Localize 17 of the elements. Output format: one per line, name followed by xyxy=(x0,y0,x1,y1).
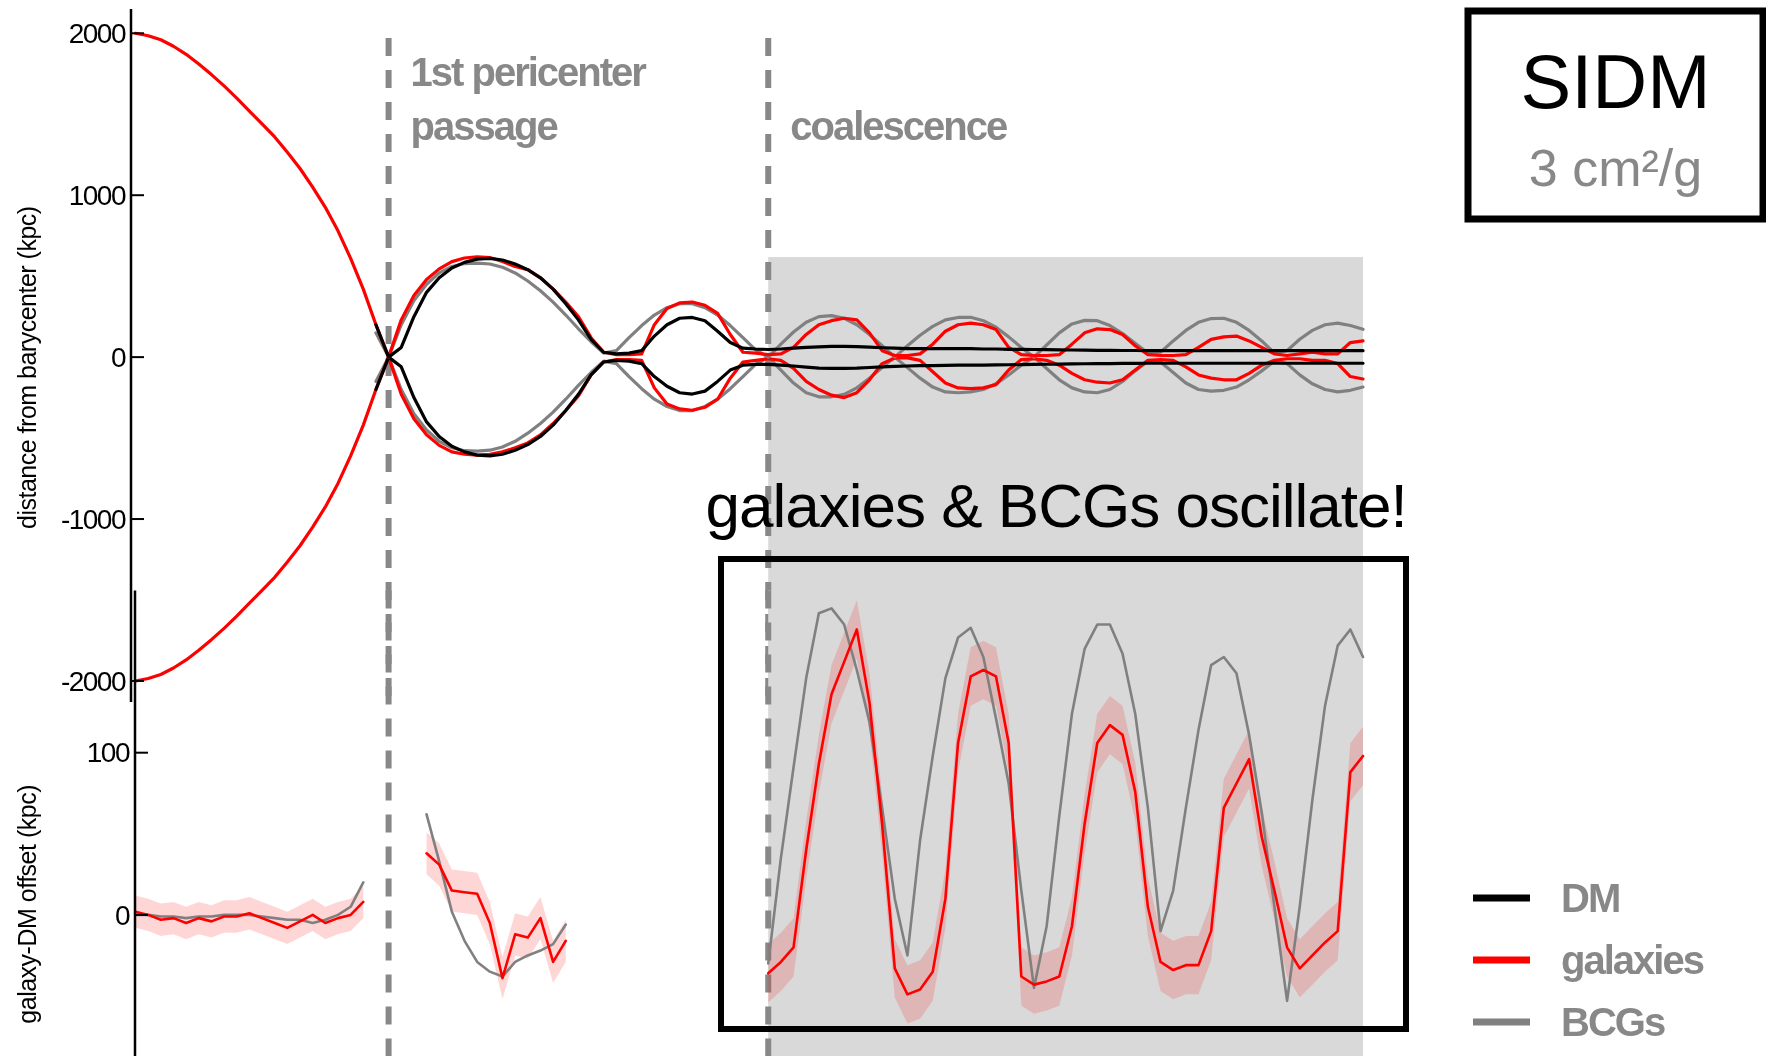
y-tick-label: 0 xyxy=(110,341,126,373)
text: SIDM xyxy=(1520,39,1711,124)
y-tick-label: 100 xyxy=(86,737,130,769)
y-tick-label: 1000 xyxy=(68,180,126,211)
annotation: galaxies & BCGs oscillate! xyxy=(705,471,1407,540)
text: 3 cm²/g xyxy=(1528,139,1703,197)
legend-label: galaxies xyxy=(1561,938,1704,982)
legend-label: DM xyxy=(1561,876,1620,920)
y-tick-label: -2000 xyxy=(60,665,126,697)
y-tick-label: 0 xyxy=(114,899,130,931)
y-tick-label: -1000 xyxy=(60,503,126,535)
annotation: coalescence xyxy=(790,104,1007,148)
legend-label: BCGs xyxy=(1561,1000,1665,1044)
annotation: 1st pericenter passage xyxy=(410,50,647,148)
y-axis-title: distance from barycenter (kpc) xyxy=(13,206,41,529)
y-tick-label: 2000 xyxy=(68,18,126,50)
y-axis-title: galaxy-DM offset (kpc) xyxy=(13,785,41,1024)
